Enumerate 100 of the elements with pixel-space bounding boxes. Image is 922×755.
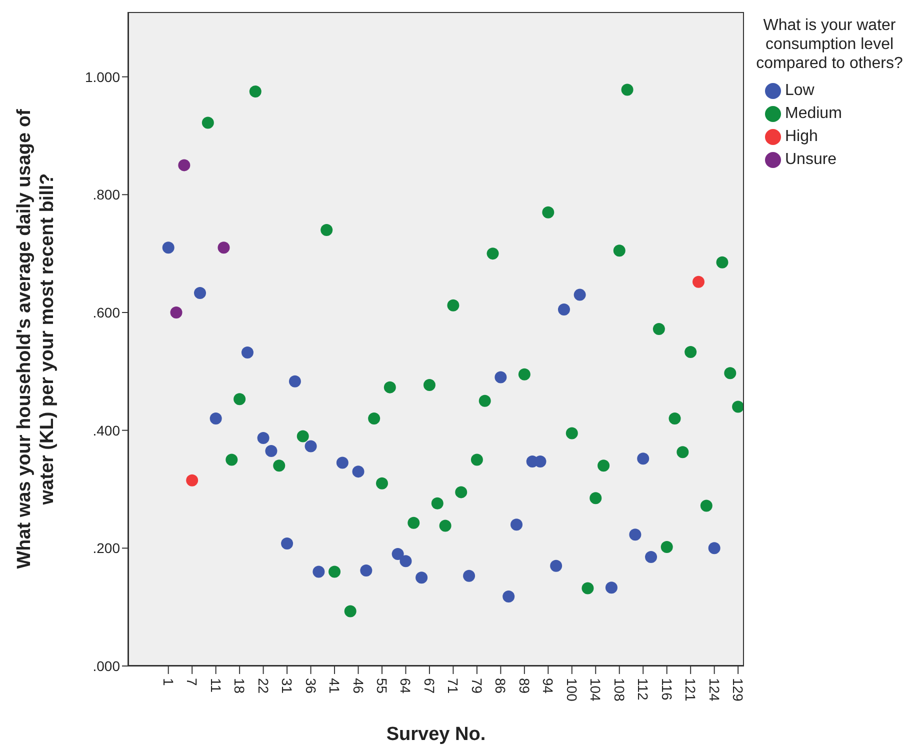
point	[312, 566, 325, 578]
point	[621, 84, 634, 96]
point	[463, 570, 476, 582]
x-tick-label: 64	[398, 678, 414, 694]
point	[590, 492, 602, 504]
y-tick-label: .600	[92, 304, 120, 320]
point	[288, 375, 301, 388]
point	[574, 288, 586, 301]
legend-title: What is your water consumption level compared to others?	[755, 16, 904, 73]
legend-label: Low	[785, 82, 814, 100]
x-tick-label: 71	[445, 678, 462, 694]
point	[439, 520, 452, 532]
x-tick-label: 41	[326, 678, 343, 694]
point	[502, 590, 515, 602]
x-tick-label: 46	[350, 678, 366, 694]
point	[478, 394, 491, 407]
point	[400, 555, 412, 568]
x-tick-label: 31	[279, 678, 296, 694]
y-tick-label: .400	[92, 422, 120, 438]
point	[676, 446, 689, 458]
point	[582, 582, 594, 594]
point	[234, 393, 246, 406]
point	[249, 86, 262, 98]
point	[692, 276, 704, 288]
point	[613, 244, 626, 257]
point	[320, 224, 333, 236]
point	[486, 248, 499, 260]
point	[408, 516, 420, 529]
x-tick-label: 129	[730, 678, 746, 702]
point	[178, 159, 190, 172]
point	[336, 456, 348, 469]
y-tick-label: .800	[92, 186, 120, 203]
point	[194, 287, 206, 300]
x-tick-label: 112	[635, 678, 652, 701]
point	[629, 528, 642, 541]
point	[716, 256, 728, 268]
point	[344, 605, 356, 618]
point	[170, 306, 182, 318]
point	[668, 412, 681, 425]
x-tick-label: 89	[516, 678, 532, 694]
y-tick-label: .000	[92, 658, 120, 674]
point	[510, 518, 523, 531]
point	[360, 564, 372, 577]
point	[202, 116, 214, 129]
point	[652, 322, 665, 335]
point	[273, 460, 286, 472]
point	[257, 432, 270, 444]
point	[368, 412, 380, 425]
x-tick-label: 100	[564, 678, 580, 702]
point	[328, 566, 341, 578]
x-tick-label: 79	[468, 678, 485, 694]
x-tick-label: 104	[588, 678, 604, 702]
x-tick-label: 55	[374, 678, 390, 694]
y-tick-label: .200	[92, 540, 120, 556]
point	[605, 582, 618, 594]
x-tick-label: 108	[611, 678, 628, 702]
x-tick-label: 1	[160, 678, 176, 686]
point	[226, 454, 238, 466]
x-tick-label: 22	[255, 678, 272, 694]
point	[494, 371, 507, 384]
point	[566, 427, 578, 440]
point	[637, 452, 650, 465]
x-axis-title: Survey No.	[386, 724, 486, 745]
point	[470, 454, 483, 466]
point	[392, 548, 404, 560]
x-tick-label: 86	[492, 678, 509, 694]
point	[423, 378, 436, 391]
x-tick-label: 18	[232, 678, 248, 694]
point	[416, 572, 428, 584]
point	[281, 537, 294, 550]
point	[660, 540, 673, 553]
x-tick-label: 11	[208, 678, 224, 693]
point	[684, 346, 697, 358]
point	[558, 304, 570, 316]
point	[376, 477, 388, 490]
x-tick-label: 67	[421, 678, 438, 694]
point	[431, 497, 444, 510]
point	[447, 299, 460, 312]
point	[518, 368, 530, 380]
point	[700, 500, 712, 512]
point	[598, 460, 610, 472]
point	[645, 551, 658, 563]
point	[162, 242, 174, 254]
point	[218, 242, 230, 254]
point	[352, 466, 364, 478]
point	[732, 400, 744, 413]
x-tick-label: 94	[540, 678, 556, 694]
x-tick-label: 116	[658, 678, 675, 701]
x-tick-label: 7	[184, 678, 200, 686]
point	[542, 206, 554, 218]
point	[296, 430, 309, 442]
x-tick-label: 36	[302, 678, 319, 694]
legend-label: Unsure	[785, 150, 837, 168]
point	[304, 440, 317, 452]
point	[708, 542, 720, 554]
x-tick-label: 121	[682, 678, 699, 702]
point	[186, 474, 198, 486]
point	[210, 412, 222, 425]
legend-label: High	[785, 128, 818, 146]
y-tick-label: 1.000	[84, 68, 120, 85]
